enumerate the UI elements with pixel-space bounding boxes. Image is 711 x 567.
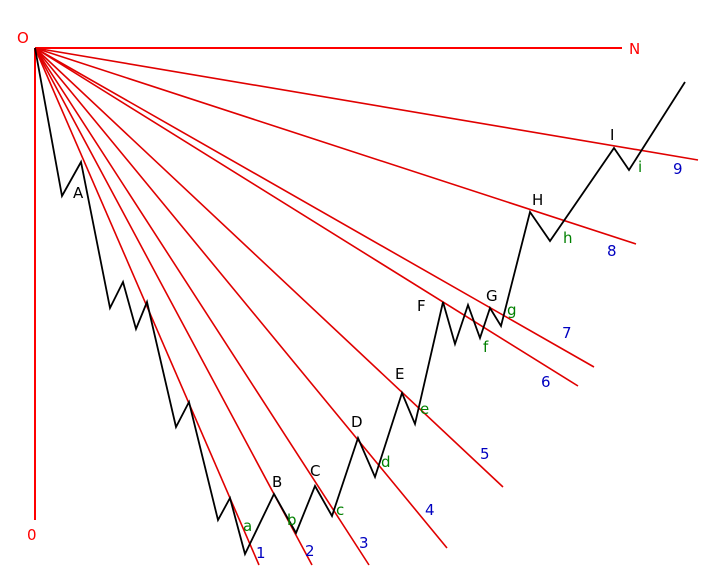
- peak-label-g: G: [486, 287, 498, 305]
- fan-line-number-1: 1: [256, 544, 266, 562]
- fan-line-number-2: 2: [305, 542, 315, 560]
- origin-label: O: [17, 29, 29, 47]
- peak-label-h: H: [532, 191, 543, 209]
- peak-labels: A B C D E F G H I: [73, 126, 614, 491]
- peak-label-d: D: [351, 413, 363, 431]
- fan-line-5: [34, 47, 504, 488]
- peak-label-f: F: [417, 297, 426, 315]
- fan-line-number-6: 6: [541, 373, 551, 391]
- fan-line-number-7: 7: [562, 324, 572, 342]
- peak-label-i: I: [610, 126, 614, 144]
- vertical-axis-end-label: 0: [27, 526, 37, 544]
- fan-line-3: [34, 47, 370, 566]
- fan-line-9: [34, 47, 699, 161]
- trough-label-d: d: [381, 453, 391, 471]
- fan-line-2: [34, 47, 313, 566]
- fan-line-8: [34, 47, 637, 245]
- fan-line-number-8: 8: [607, 242, 617, 260]
- trough-label-c: c: [336, 501, 344, 519]
- trough-label-g: g: [507, 301, 517, 319]
- fan-line-6: [34, 47, 579, 387]
- peak-label-e: E: [395, 365, 404, 383]
- trough-label-f: f: [483, 338, 489, 356]
- fan-lines: [34, 47, 699, 566]
- fan-line-number-4: 4: [425, 501, 435, 519]
- trough-labels: a b c d e f g h i: [243, 158, 642, 535]
- trough-label-a: a: [243, 517, 252, 535]
- trough-label-e: e: [420, 400, 429, 418]
- peak-label-b: B: [272, 473, 282, 491]
- peak-label-a: A: [73, 184, 84, 202]
- trough-label-i: i: [638, 158, 642, 176]
- horizontal-axis-end-label: N: [629, 40, 640, 58]
- peak-label-c: C: [310, 462, 320, 480]
- fan-line-7: [34, 47, 595, 368]
- fan-line-1: [34, 47, 260, 566]
- trough-label-b: b: [287, 511, 297, 529]
- fan-line-number-3: 3: [359, 534, 369, 552]
- fan-line-number-9: 9: [673, 160, 683, 178]
- price-zigzag-line: [34, 47, 686, 557]
- trough-label-h: h: [563, 229, 573, 247]
- fan-line-numbers: 1 2 3 4 5 6 7 8 9: [256, 160, 683, 562]
- fan-line-4: [34, 47, 448, 549]
- fan-line-number-5: 5: [480, 445, 490, 463]
